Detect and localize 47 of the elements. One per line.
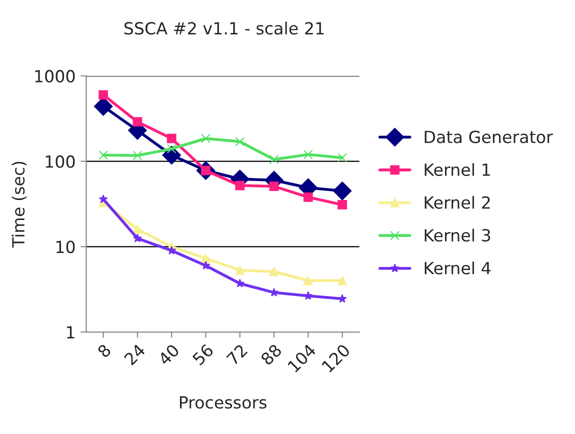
point: [303, 276, 313, 286]
x-tick-label: 104: [287, 343, 317, 373]
point: [235, 266, 245, 275]
point: [98, 150, 108, 160]
y-axis-title: Time (sec): [12, 162, 27, 248]
y-tick-label: 1000: [35, 70, 75, 83]
point: [338, 153, 347, 162]
x-tick-label: 24: [124, 343, 146, 366]
legend-label: Kernel 1: [424, 163, 490, 176]
point: [132, 117, 142, 127]
legend-label: Kernel 4: [424, 262, 490, 274]
y-tick-label: 1: [67, 326, 74, 338]
y-tick-label: 100: [46, 155, 75, 168]
x-tick-label: 40: [157, 343, 180, 366]
point: [235, 278, 244, 288]
y-tick-label: 10: [56, 240, 75, 254]
x-tick-label: 88: [260, 343, 282, 366]
point: [98, 90, 108, 100]
point: [303, 192, 313, 202]
point: [201, 254, 210, 264]
point: [332, 182, 352, 200]
x-tick-label: 72: [226, 344, 248, 366]
point: [269, 266, 279, 276]
point: [132, 150, 142, 160]
legend-label: Kernel 3: [424, 228, 490, 242]
point: [98, 194, 108, 204]
point: [269, 182, 279, 191]
point: [338, 276, 347, 286]
point: [132, 234, 142, 242]
point: [235, 136, 245, 146]
point: [166, 144, 176, 154]
x-tick-label: 8: [96, 343, 112, 358]
point: [303, 150, 313, 160]
x-tick-label: 120: [321, 343, 351, 373]
point: [338, 200, 347, 210]
legend-label: Kernel 2: [424, 196, 490, 209]
point: [201, 134, 210, 144]
x-tick-label: 56: [192, 343, 214, 366]
point: [338, 294, 347, 303]
point: [235, 180, 245, 190]
point: [132, 224, 142, 234]
point: [304, 291, 313, 300]
legend-label: Data Generator: [424, 130, 553, 144]
chart-title: SSCA #2 v1.1 - scale 21: [124, 22, 324, 35]
point: [269, 154, 279, 164]
point: [166, 134, 176, 144]
x-axis-title: Processors: [180, 396, 266, 409]
